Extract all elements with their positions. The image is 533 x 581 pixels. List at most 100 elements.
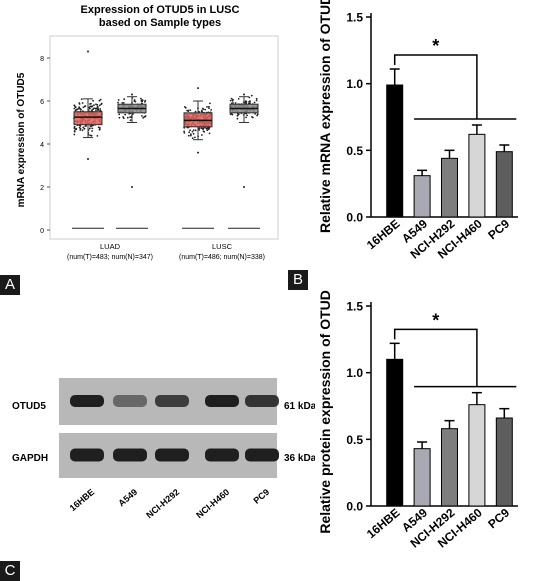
box-plot-frame (49, 35, 279, 240)
point (209, 102, 211, 105)
point (121, 102, 124, 104)
panel-label-c: C (0, 561, 20, 581)
point (89, 134, 92, 137)
point (206, 129, 209, 132)
outlier-max-luad-normal (131, 93, 133, 96)
point (129, 116, 132, 118)
box-plot-y-axis-label: mRNA expression of OTUD5 (16, 72, 27, 207)
protein-bar-16hbe (386, 358, 404, 507)
mrna-bar-nci-h292 (441, 157, 458, 218)
mrna-bar-a549 (413, 175, 431, 218)
protein-y-tick-label-0.5: 0.5 (346, 433, 363, 447)
point (126, 116, 129, 119)
box-plot-axes: 0 2 4 6 8 (40, 35, 279, 240)
mrna-x-tick-label-16hbe: 16HBE (364, 217, 403, 253)
point (204, 108, 207, 111)
point (83, 127, 86, 130)
band-otud5-nci-h292 (155, 395, 189, 407)
point (122, 102, 125, 104)
point (203, 131, 206, 133)
band-otud5-16hbe (70, 395, 104, 407)
box-y-tick-label-8: 8 (40, 56, 44, 63)
point (208, 105, 210, 108)
blot-size-otud5: 61 kDa (284, 401, 315, 412)
protein-y-tick-label-1.0: 1.0 (346, 366, 363, 380)
point (252, 116, 254, 119)
point (229, 99, 232, 102)
point (250, 94, 253, 97)
point (188, 131, 191, 134)
western-blot: OTUD5 61 kDa GAPDH 36 kDa 16HBE A549 NCI-H… (12, 378, 315, 520)
blot-label-otud5: OTUD5 (12, 401, 46, 412)
point (118, 116, 121, 119)
box-y-tick-label-0: 0 (40, 228, 44, 235)
mrna-y-tick-label-1.0: 1.0 (346, 77, 363, 91)
outlier-max-lusc-normal (243, 93, 245, 96)
point (124, 113, 127, 116)
point (93, 104, 95, 106)
mrna-x-tick-label-pc9: PC9 (485, 216, 512, 242)
point (189, 134, 192, 137)
point (81, 102, 84, 104)
outlier-max-lusc-tumor (197, 87, 199, 90)
blot-bands (70, 395, 279, 462)
band-otud5-nci-h460 (205, 395, 239, 407)
mrna-significance-bracket (393, 54, 478, 119)
point (231, 100, 234, 102)
point (96, 104, 99, 106)
point (189, 109, 192, 111)
point (78, 106, 81, 109)
point (73, 133, 76, 136)
protein-bar-pc9 (495, 417, 513, 507)
point (190, 133, 192, 136)
point (141, 99, 144, 102)
box-plot-title-line1: Expression of OTUD5 in LUSC (81, 4, 240, 16)
mrna-y-tick-label-1.5: 1.5 (346, 11, 363, 25)
point (78, 102, 81, 104)
point (144, 115, 147, 118)
point (98, 104, 101, 107)
point (245, 100, 248, 103)
blot-label-gapdh: GAPDH (12, 453, 48, 464)
point (187, 134, 190, 137)
mrna-y-tick-label-0.5: 0.5 (346, 144, 363, 158)
panel-label-b: B (288, 270, 308, 290)
point (187, 109, 190, 112)
point (202, 127, 205, 129)
protein-bar-a549 (413, 448, 431, 507)
point (78, 126, 81, 129)
point (73, 107, 76, 110)
point (97, 108, 99, 111)
point (80, 98, 83, 100)
point (191, 137, 194, 140)
band-otud5-a549 (113, 395, 147, 407)
point (99, 109, 102, 112)
band-otud5-pc9 (245, 395, 279, 407)
mrna-bar-pc9 (495, 151, 513, 218)
point (244, 101, 247, 104)
outlier-max-luad-tumor (87, 50, 89, 53)
point (93, 107, 95, 110)
point (73, 125, 76, 128)
box-plot-panel: Expression of OTUD5 in LUSC based on Sam… (16, 4, 279, 261)
point (144, 99, 147, 102)
mrna-y-tick-label-0.0: 0.0 (346, 211, 363, 225)
point (89, 125, 92, 127)
point (140, 97, 142, 100)
point (98, 99, 101, 102)
point (183, 130, 186, 133)
point (96, 135, 99, 137)
point (183, 132, 186, 134)
protein-bar-nci-h460 (468, 404, 486, 507)
point (91, 130, 93, 132)
protein-significance-star: * (432, 310, 439, 330)
point (232, 102, 234, 104)
point (123, 98, 126, 101)
protein-y-tick-label-1.5: 1.5 (346, 300, 363, 314)
point (100, 103, 103, 106)
point (78, 107, 80, 110)
point (234, 102, 237, 104)
point (206, 106, 208, 108)
point (254, 113, 257, 115)
